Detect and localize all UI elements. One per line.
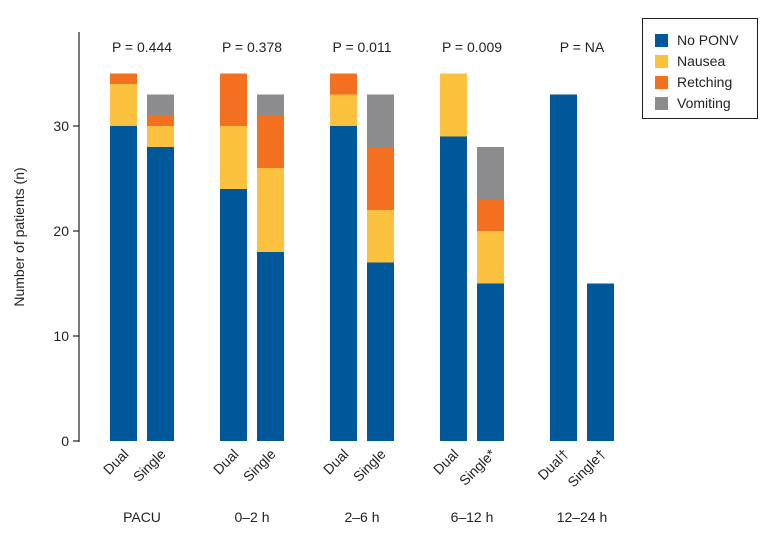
legend-label-retching: Retching: [677, 74, 733, 90]
bar-segment-retching: [330, 73, 357, 95]
legend: No PONV Nausea Retching Vomiting: [642, 18, 758, 119]
bar-segment-no-ponv: [220, 189, 247, 441]
legend-item-no-ponv: No PONV: [655, 31, 738, 49]
legend-swatch-nausea: [655, 54, 668, 68]
bar-segment-no-ponv: [550, 94, 577, 441]
bar-segment-no-ponv: [587, 283, 614, 441]
x-category-label: Dual: [320, 446, 352, 478]
bar-segment-no-ponv: [147, 147, 174, 441]
x-category-label: Dual: [430, 446, 462, 478]
bar-segment-vomiting: [367, 94, 394, 147]
x-category-label: Single: [350, 446, 389, 485]
x-group-label: 2–6 h: [344, 509, 379, 525]
x-category-label: Dual: [100, 446, 132, 478]
y-tick-label: 20: [53, 223, 69, 239]
bar-segment-retching: [110, 73, 137, 84]
bar-segment-nausea: [330, 94, 357, 126]
x-group-label: 0–2 h: [234, 509, 269, 525]
p-value-label: P = NA: [560, 39, 605, 55]
bar-segment-retching: [147, 115, 174, 126]
p-value-labels: P = 0.444 P = 0.378 P = 0.011 P = 0.009 P = …: [112, 39, 605, 55]
bar-segment-nausea: [220, 126, 247, 189]
y-tick-label: 30: [53, 118, 69, 134]
legend-item-vomiting: Vomiting: [655, 94, 731, 112]
p-value-label: P = 0.011: [332, 39, 391, 55]
x-group-label: PACU: [123, 509, 161, 525]
p-value-label: P = 0.378: [222, 39, 282, 55]
bar-segment-no-ponv: [440, 136, 467, 441]
x-category-label: Single†: [564, 446, 608, 490]
legend-swatch-no-ponv: [655, 33, 668, 47]
y-tick-label: 0: [61, 433, 69, 449]
p-value-label: P = 0.444: [112, 39, 172, 55]
bar-segment-nausea: [110, 84, 137, 126]
x-category-label: Single: [130, 446, 169, 485]
bar-segment-retching: [257, 115, 284, 168]
bar-segment-no-ponv: [330, 126, 357, 441]
bar-segment-retching: [367, 147, 394, 210]
x-group-label: 6–12 h: [451, 509, 494, 525]
bar-segment-nausea: [367, 210, 394, 263]
legend-item-nausea: Nausea: [655, 52, 725, 70]
bar-segment-retching: [220, 73, 247, 126]
p-value-label: P = 0.009: [442, 39, 502, 55]
bar-segment-nausea: [147, 126, 174, 147]
bar-segment-nausea: [257, 168, 284, 252]
y-axis-label: Number of patients (n): [11, 167, 27, 306]
y-tick-label: 10: [53, 328, 69, 344]
bar-segment-no-ponv: [257, 252, 284, 441]
legend-label-no-ponv: No PONV: [677, 32, 739, 48]
bar-segment-nausea: [440, 73, 467, 137]
x-category-label: Dual: [210, 446, 242, 478]
bar-segment-no-ponv: [110, 126, 137, 441]
legend-item-retching: Retching: [655, 73, 732, 91]
y-axis: 0 10 20 30: [53, 32, 80, 449]
legend-swatch-retching: [655, 75, 668, 89]
x-category-label: Single: [240, 446, 279, 485]
legend-swatch-vomiting: [655, 96, 668, 110]
bar-segment-vomiting: [477, 147, 504, 200]
x-category-label: Single*: [456, 445, 499, 488]
bar-segment-nausea: [477, 231, 504, 284]
bar-segment-no-ponv: [367, 262, 394, 441]
bar-segment-vomiting: [147, 94, 174, 116]
x-group-labels: PACU 0–2 h 2–6 h 6–12 h 12–24 h: [123, 509, 607, 525]
bar-segment-retching: [477, 199, 504, 231]
bar-segment-vomiting: [257, 94, 284, 116]
legend-label-vomiting: Vomiting: [677, 95, 731, 111]
legend-label-nausea: Nausea: [677, 53, 726, 69]
bars: [110, 73, 614, 441]
x-group-label: 12–24 h: [557, 509, 608, 525]
bar-segment-no-ponv: [477, 283, 504, 441]
